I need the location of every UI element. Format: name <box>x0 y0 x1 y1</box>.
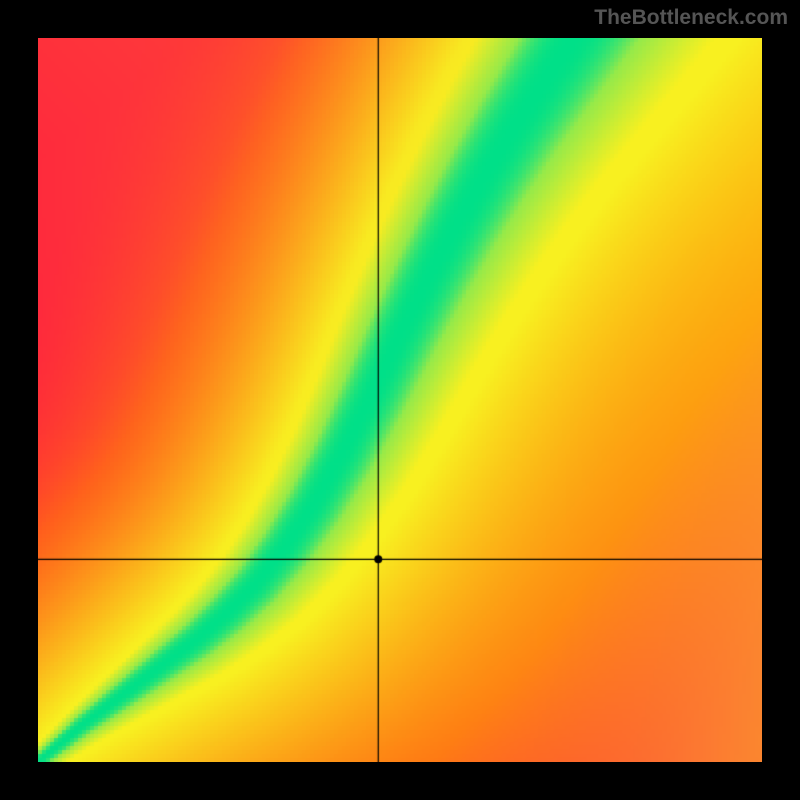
heatmap-plot <box>38 38 762 762</box>
chart-container: TheBottleneck.com <box>0 0 800 800</box>
watermark-text: TheBottleneck.com <box>594 6 788 30</box>
heatmap-canvas <box>38 38 762 762</box>
